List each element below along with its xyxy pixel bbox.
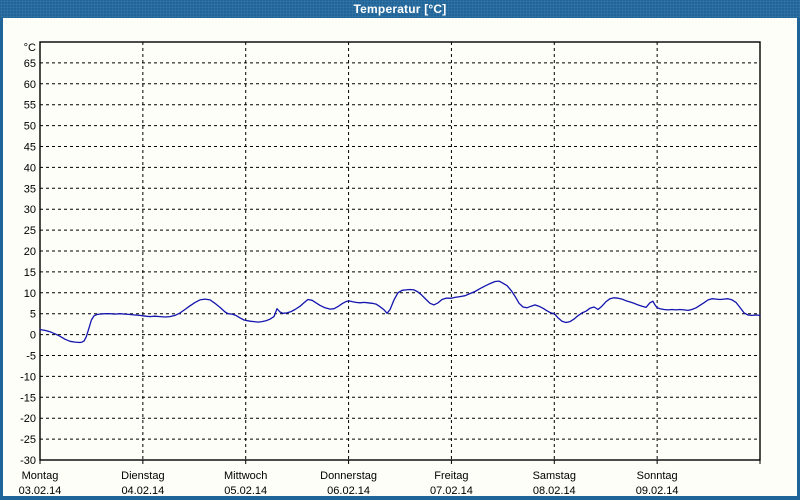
window-title: Temperatur [°C]: [353, 2, 447, 16]
window-titlebar[interactable]: Temperatur [°C]: [0, 0, 800, 18]
chart-background: [3, 18, 797, 496]
